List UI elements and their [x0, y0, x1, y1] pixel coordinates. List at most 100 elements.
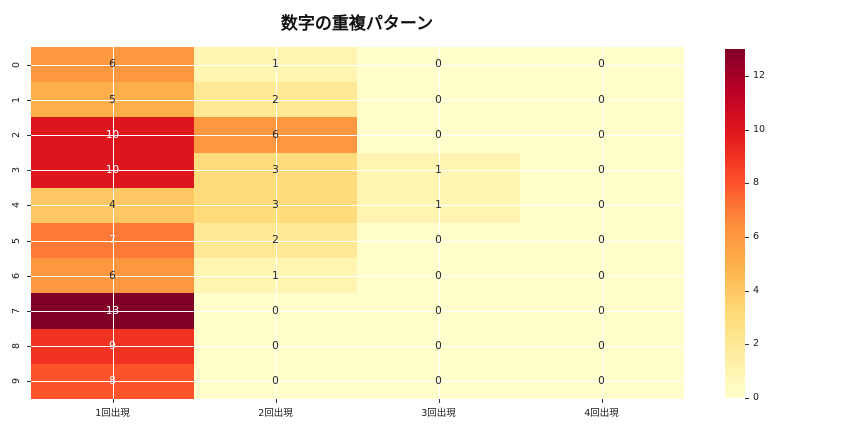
heatmap-plot-area: 6 1 0 0 5 2 0 0 10 6 0 0 10 3 1 0 4 3 1 0 7 2 0 0 6 1 0 0 13 0 0 0 9 0 0 0 8… — [31, 47, 684, 400]
y-tick-mark — [27, 311, 31, 312]
cell-value: 13 — [105, 304, 120, 317]
y-tick-mark — [27, 135, 31, 136]
colorbar-tick-mark — [745, 75, 749, 77]
y-tick-label: 5 — [11, 237, 22, 244]
colorbar-tick-mark — [745, 290, 749, 292]
grid-vline — [112, 47, 114, 399]
y-tick-mark — [27, 64, 31, 66]
y-tick-label: 2 — [11, 131, 22, 139]
colorbar-tick-label: 6 — [753, 230, 760, 242]
cell-value: 0 — [598, 93, 605, 106]
y-tick-label: 4 — [11, 202, 22, 209]
colorbar-gradient — [725, 49, 745, 398]
cell-value: 0 — [435, 375, 442, 388]
colorbar-tick-mark — [745, 236, 749, 238]
cell-value: 1 — [272, 58, 279, 71]
cell-value: 6 — [109, 269, 116, 282]
colorbar-tick-mark — [745, 129, 749, 131]
y-tick-mark — [27, 381, 31, 383]
grid-hline — [31, 346, 683, 348]
cell-value: 0 — [435, 58, 442, 71]
cell-value: 10 — [105, 128, 120, 141]
cell-value: 0 — [272, 339, 279, 352]
cell-value: 0 — [435, 269, 442, 282]
cell-value: 8 — [109, 375, 116, 388]
x-tick-mark — [438, 399, 440, 403]
grid-hline — [31, 64, 683, 66]
colorbar-tick-mark — [745, 183, 749, 185]
grid-vline — [275, 47, 277, 399]
cell-value: 9 — [109, 339, 116, 352]
cell-value: 1 — [272, 269, 279, 282]
grid-vline — [601, 47, 603, 399]
y-tick-label: 8 — [11, 343, 22, 350]
colorbar-tick-mark — [745, 398, 749, 399]
y-tick-mark — [27, 205, 31, 207]
y-tick-mark — [27, 99, 31, 101]
colorbar-tick-label: 12 — [753, 69, 766, 81]
grid-hline — [31, 99, 683, 101]
x-tick-mark — [112, 399, 114, 403]
cell-value: 0 — [598, 375, 605, 388]
cell-value: 3 — [272, 199, 279, 212]
cell-value: 0 — [598, 58, 605, 71]
y-tick-label: 7 — [11, 307, 22, 315]
cell-value: 0 — [598, 163, 605, 176]
grid-hline — [31, 205, 683, 207]
cell-value: 0 — [435, 234, 442, 247]
y-tick-label: 9 — [11, 378, 22, 385]
colorbar-tick-mark — [745, 344, 749, 346]
grid-hline — [31, 170, 683, 172]
chart-title: 数字の重複パターン — [280, 14, 434, 34]
cell-value: 5 — [109, 93, 116, 106]
cell-value: 0 — [598, 269, 605, 282]
y-tick-mark — [27, 275, 31, 277]
cell-value: 0 — [435, 304, 442, 317]
cell-value: 1 — [435, 199, 442, 212]
cell-value: 2 — [272, 93, 279, 106]
y-tick-mark — [27, 346, 31, 348]
grid-hline — [31, 311, 683, 312]
cell-value: 0 — [435, 93, 442, 106]
y-tick-label: 1 — [11, 96, 22, 103]
colorbar-tick-label: 0 — [753, 392, 760, 403]
cell-value: 0 — [435, 339, 442, 352]
x-tick-label: 4回出現 — [584, 408, 619, 419]
cell-value: 0 — [598, 339, 605, 352]
cell-value: 0 — [598, 234, 605, 247]
colorbar-tick-label: 8 — [753, 177, 760, 189]
grid-hline — [31, 381, 683, 383]
cell-value: 4 — [109, 199, 116, 212]
colorbar-tick-label: 10 — [753, 123, 766, 135]
cell-value: 0 — [598, 128, 605, 141]
cell-value: 6 — [109, 58, 116, 71]
colorbar-tick-label: 2 — [753, 338, 760, 350]
cell-value: 0 — [598, 304, 605, 317]
x-tick-mark — [275, 399, 277, 403]
x-tick-label: 3回出現 — [421, 408, 456, 419]
cell-value: 3 — [272, 163, 279, 176]
cell-value: 7 — [109, 234, 116, 247]
cell-value: 0 — [598, 199, 605, 212]
grid-hline — [31, 275, 683, 277]
grid-hline — [31, 240, 683, 242]
y-tick-label: 0 — [11, 61, 22, 68]
cell-value: 0 — [435, 128, 442, 141]
x-tick-label: 2回出現 — [258, 408, 293, 419]
y-tick-mark — [27, 170, 31, 172]
cell-value: 10 — [105, 163, 120, 176]
y-tick-mark — [27, 240, 31, 242]
cell-value: 0 — [272, 375, 279, 388]
cell-value: 6 — [272, 128, 279, 141]
y-tick-label: 6 — [11, 272, 22, 279]
x-tick-label: 1回出現 — [95, 408, 130, 419]
y-tick-label: 3 — [11, 167, 22, 174]
cell-value: 0 — [272, 304, 279, 317]
x-tick-mark — [601, 399, 603, 403]
cell-value: 1 — [435, 163, 442, 176]
cell-value: 2 — [272, 234, 279, 247]
grid-hline — [31, 135, 683, 136]
colorbar-tick-label: 4 — [753, 284, 760, 296]
grid-vline — [438, 47, 440, 399]
